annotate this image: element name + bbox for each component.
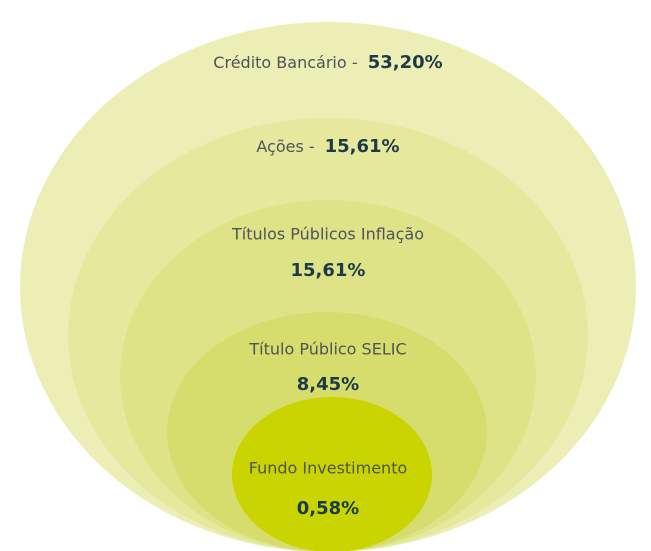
ring-label: Crédito Bancário -53,20%: [213, 52, 442, 73]
value-label: 53,20%: [368, 52, 443, 73]
category-name: Crédito Bancário: [213, 53, 347, 72]
value-label: 0,58%: [297, 498, 359, 519]
value-label: 8,45%: [297, 374, 359, 395]
value-label: 15,61%: [291, 260, 366, 281]
ring: [232, 397, 432, 551]
category-name: Ações: [256, 137, 303, 156]
category-name: Títulos Públicos Inflação: [231, 225, 424, 244]
value-label: 15,61%: [325, 136, 400, 157]
category-name: Título Público SELIC: [248, 340, 406, 359]
category-name: Fundo Investimento: [249, 459, 408, 478]
separator: -: [352, 53, 358, 72]
ring-label: Ações -15,61%: [256, 136, 399, 157]
separator: -: [309, 137, 315, 156]
